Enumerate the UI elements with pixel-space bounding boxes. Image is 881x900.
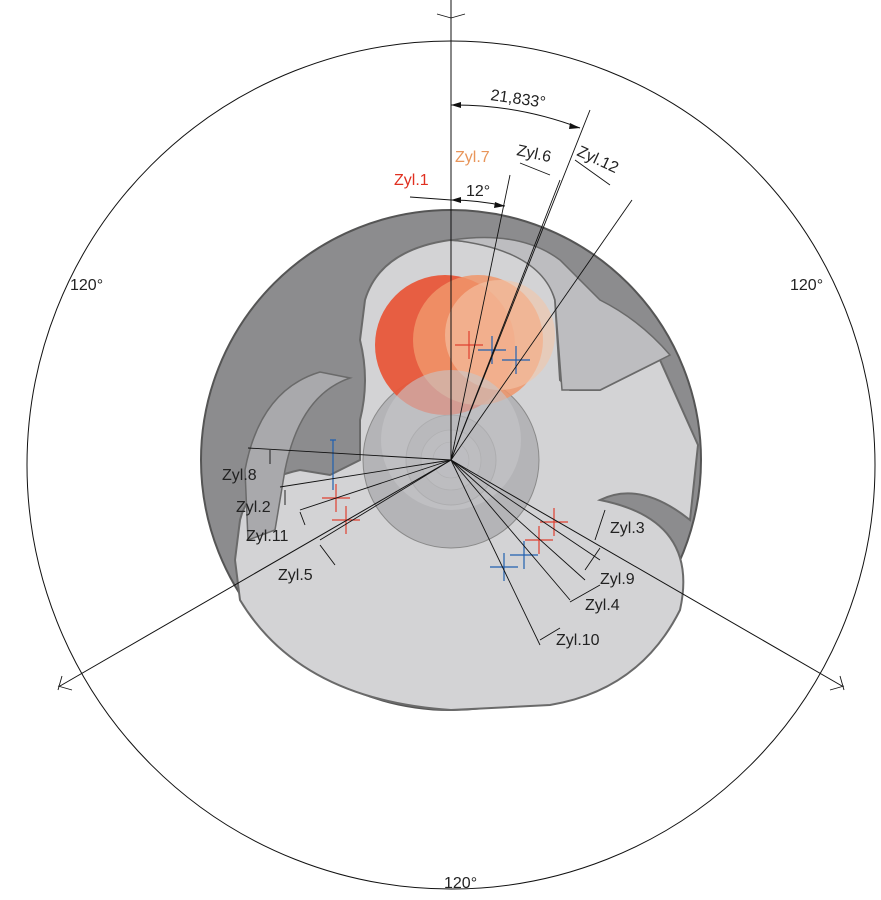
marker-red [455, 331, 483, 359]
zyl4-label: Zyl.4 [585, 597, 620, 614]
zyl10-label: Zyl.10 [556, 632, 600, 649]
marker-red [525, 526, 553, 554]
zyl5-label: Zyl.5 [278, 567, 313, 584]
zyl2-label: Zyl.2 [236, 499, 271, 516]
sector-label-bottom: 120° [444, 875, 477, 892]
angle-label-12: 12° [466, 183, 490, 200]
angle-dimensions [269, 102, 611, 641]
marker-blue [330, 439, 336, 490]
cross-markers [322, 331, 568, 581]
zyl9-label: Zyl.9 [600, 571, 635, 588]
zyl8-label: Zyl.8 [222, 467, 257, 484]
marker-blue [490, 553, 518, 581]
sector-lines [57, 0, 845, 691]
marker-blue [478, 336, 506, 364]
zyl11-label: Zyl.11 [246, 528, 288, 545]
zyl1-label: Zyl.1 [394, 172, 429, 189]
zyl6-label: Zyl.6 [515, 142, 553, 166]
zyl12-label: Zyl.12 [574, 143, 621, 177]
sector-label-top-left: 120° [70, 277, 103, 294]
sector-label-top-right: 120° [790, 277, 823, 294]
marker-blue [502, 346, 530, 374]
marker-red [332, 506, 360, 534]
marker-red [540, 508, 568, 536]
zyl7-label: Zyl.7 [455, 149, 490, 166]
cylinder-radials [247, 109, 633, 646]
zyl3-label: Zyl.3 [610, 520, 645, 537]
